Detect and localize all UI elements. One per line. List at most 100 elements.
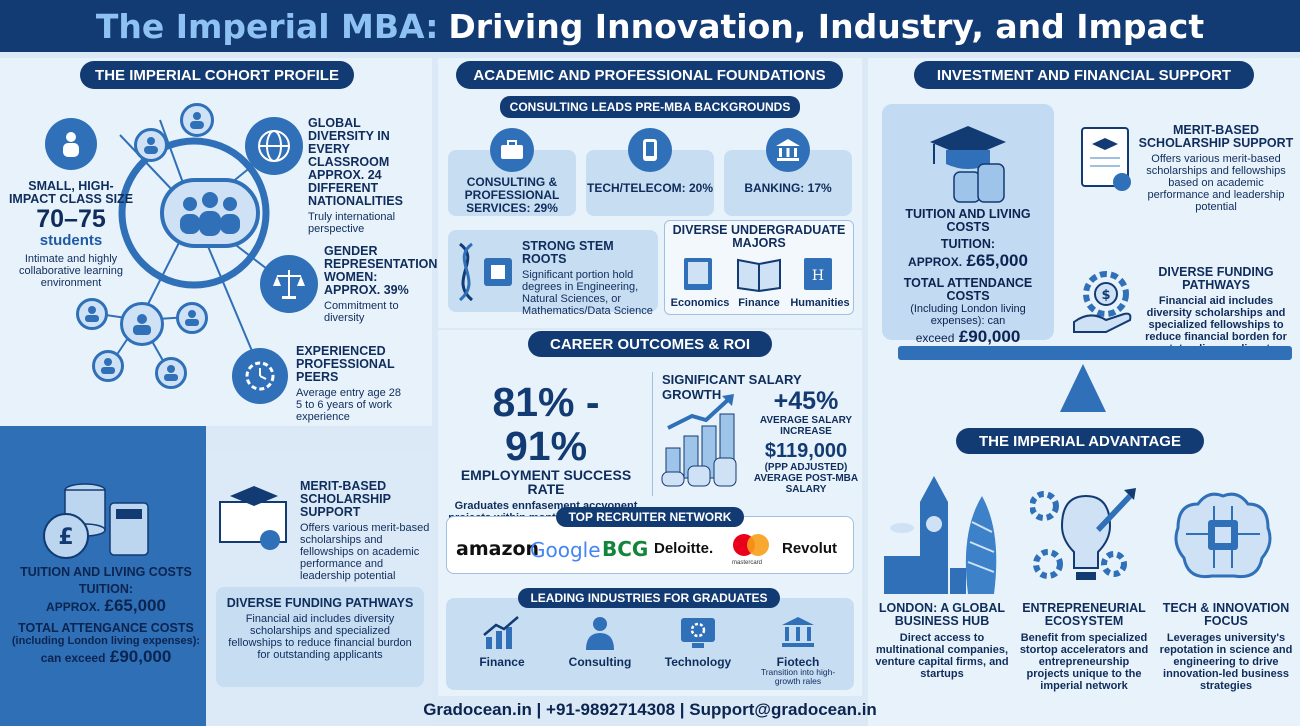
left-total-value: £90,000 <box>109 647 172 666</box>
recruiter-deloitte: Deloitte. <box>654 540 714 557</box>
monitor-gear-icon <box>678 615 718 651</box>
class-size-block: SMALL, HIGH-IMPACT CLASS SIZE 70–75 stud… <box>8 179 134 290</box>
clock-gear-icon <box>232 348 288 404</box>
advantage-title: LONDON: A GLOBAL BUSINESS HUB <box>878 601 1006 628</box>
left-funding-card: DIVERSE FUNDING PATHWAYS Financial aid i… <box>216 587 424 687</box>
diploma-icon <box>212 478 296 558</box>
briefcase-icon <box>490 128 534 172</box>
salary-value: $119,000 <box>764 440 848 462</box>
major-finance: Finance <box>738 297 780 309</box>
coins-calculator-icon: £ <box>40 478 160 563</box>
career-header: CAREER OUTCOMES & ROI <box>528 331 772 357</box>
stem-card <box>448 230 658 312</box>
class-size-title: SMALL, HIGH-IMPACT CLASS SIZE <box>8 179 134 206</box>
person-icon <box>76 298 108 330</box>
person-icon <box>134 128 168 162</box>
advantage-header: THE IMPERIAL ADVANTAGE <box>956 428 1204 454</box>
person-icon <box>92 350 124 382</box>
balance-beam <box>898 346 1292 360</box>
gender-block: GENDER REPRESENTATION WOMEN: APPROX. 39%… <box>324 244 438 325</box>
salary-title: SIGNIFICANT SALARY GROWTH <box>662 372 802 402</box>
left-tuition-label: TUITION: <box>78 582 134 596</box>
investment-tuition-prefix: APPROX. <box>908 255 963 269</box>
cohort-header: THE IMPERIAL COHORT PROFILE <box>80 61 354 89</box>
certificate-icon <box>1078 122 1138 196</box>
left-tuition-value: £65,000 <box>104 596 166 615</box>
advantage-title: ENTREPRENEURIAL ECOSYSTEM <box>1022 601 1146 628</box>
investment-tuition-block: TUITION AND LIVING COSTS TUITION: APPROX… <box>884 208 1052 347</box>
recruiter-header: TOP RECRUITER NETWORK <box>556 507 744 527</box>
advantage-desc: Benefit from specialized stortop acceler… <box>1019 632 1149 692</box>
advantage-title: TECH & INNOVATION FOCUS <box>1162 601 1290 628</box>
class-size-unit: students <box>39 232 103 249</box>
investment-tuition-label: TUITION: <box>940 237 996 251</box>
diversity-title: GLOBAL DIVERSITY IN EVERY CLASSROOM APPR… <box>308 116 403 208</box>
person-icon <box>120 302 164 346</box>
salary-increase: +45% <box>773 387 839 415</box>
advantage-desc: Leverages university's repotation in sci… <box>1159 632 1293 692</box>
dna-chip-icon <box>452 240 518 304</box>
open-book-icon <box>736 256 782 292</box>
salary-block: +45% AVERAGE SALARY INCREASE $119,000 (P… <box>752 387 860 496</box>
gender-title: GENDER REPRESENTATION WOMEN: APPROX. 39% <box>324 244 438 297</box>
investment-funding-block: DIVERSE FUNDING PATHWAYS Financial aid i… <box>1136 265 1296 356</box>
left-total-prefix: can exceed <box>40 651 106 665</box>
diversity-block: GLOBAL DIVERSITY IN EVERY CLASSROOM APPR… <box>308 116 426 236</box>
phone-icon <box>628 128 672 172</box>
person-icon <box>155 357 187 389</box>
investment-scholarship-block: MERIT-BASED SCHOLARSHIP SUPPORT Offers v… <box>1136 123 1296 214</box>
person-icon <box>176 302 208 334</box>
left-bottom-blue <box>0 426 206 726</box>
left-tuition-title: TUITION AND LIVING COSTS <box>20 565 192 579</box>
grad-cap-coins-icon <box>924 120 1014 206</box>
peers-block: EXPERIENCED PROFESSIONAL PEERS Average e… <box>296 344 428 424</box>
diversity-desc: Truly international perspective <box>308 211 396 235</box>
investment-total-sub: (Including London living expenses): can <box>910 303 1026 327</box>
gender-desc: Commitment to diversity <box>324 300 399 324</box>
mastercard-logo <box>730 533 774 559</box>
left-tuition-prefix: APPROX. <box>46 600 101 614</box>
left-scholarship-title: MERIT-BASED SCHOLARSHIP SUPPORT <box>300 479 391 519</box>
stem-desc: Significant portion hold degrees in Engi… <box>522 269 653 317</box>
left-tuition-block: TUITION AND LIVING COSTS TUITION: APPROX… <box>8 566 204 667</box>
employment-title: EMPLOYMENT SUCCESS RATE <box>460 467 632 497</box>
growth-chart-icon <box>658 388 754 492</box>
recruiter-mastercard: mastercard <box>732 560 763 566</box>
industry-consulting: Consulting <box>568 655 632 669</box>
globe-icon <box>245 117 303 175</box>
footer-contact: Gradocean.in | +91-9892714308 | Support@… <box>423 700 877 719</box>
academic-header: ACADEMIC AND PROFESSIONAL FOUNDATIONS <box>456 61 843 89</box>
investment-scholarship-title: MERIT-BASED SCHOLARSHIP SUPPORT <box>1138 123 1294 150</box>
investment-total-value: £90,000 <box>958 327 1021 346</box>
title-part2: Driving Innovation, Industry, and Impact <box>448 6 1205 46</box>
scales-icon <box>260 255 318 313</box>
background-label: BANKING: 17% <box>744 181 832 195</box>
left-funding-title: DIVERSE FUNDING PATHWAYS <box>226 596 414 610</box>
peers-title: EXPERIENCED PROFESSIONAL PEERS <box>296 344 395 384</box>
left-total-sub: (including London living expenses): <box>11 635 201 647</box>
investment-tuition-title: TUITION AND LIVING COSTS <box>905 207 1031 234</box>
salary-increase-label: AVERAGE SALARY INCREASE <box>759 415 853 437</box>
peers-line1: Average entry age 28 <box>296 387 401 399</box>
stem-block: STRONG STEM ROOTS Significant portion ho… <box>522 240 656 318</box>
recruiter-revolut: Revolut <box>782 540 838 557</box>
major-humanities: Humanities <box>790 297 850 309</box>
employment-value: 81% - 91% <box>492 379 600 469</box>
brain-chip-icon <box>1168 484 1278 594</box>
industry-fintech: Fiotech <box>776 655 820 669</box>
svg-text:H: H <box>812 268 824 284</box>
advantage-entrepreneurial: ENTREPRENEURIAL ECOSYSTEM Benefit from s… <box>1016 601 1152 693</box>
investment-total-prefix: exceed <box>915 331 955 345</box>
background-card-consulting: CONSULTING & PROFESSIONAL SERVICES: 29% <box>448 150 576 216</box>
backgrounds-header: CONSULTING LEADS PRE-MBA BACKGROUNDS <box>500 96 800 118</box>
title-part1: The Imperial MBA: <box>95 6 439 46</box>
left-total-title: TOTAL ATTENGANCE COSTS <box>18 621 194 635</box>
advantage-tech: TECH & INNOVATION FOCUS Leverages univer… <box>1156 601 1296 693</box>
majors-title: DIVERSE UNDERGRADUATE MAJORS <box>672 224 846 250</box>
svg-text:£: £ <box>58 525 73 550</box>
background-label: TECH/TELECOM: 20% <box>586 181 713 195</box>
investment-funding-title: DIVERSE FUNDING PATHWAYS <box>1158 265 1274 292</box>
peers-line2: 5 to 6 years of work experience <box>296 399 392 423</box>
major-economics: Economics <box>670 297 730 309</box>
investment-total-title: TOTAL ATTENDANCE COSTS <box>903 276 1033 303</box>
